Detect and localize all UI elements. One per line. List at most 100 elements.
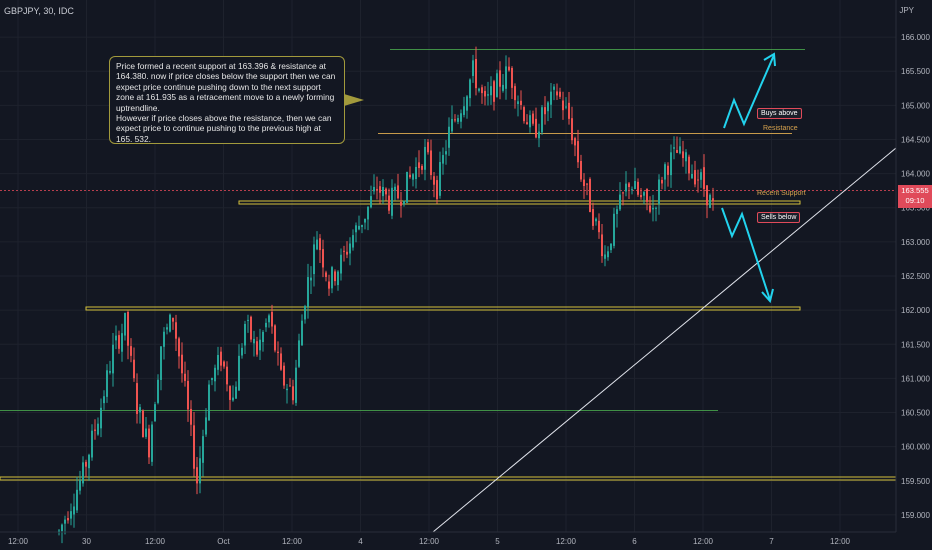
- candle-body: [505, 66, 507, 89]
- candle-body: [556, 91, 558, 96]
- candle-body: [193, 425, 195, 469]
- candle-body: [340, 254, 342, 274]
- candle-body: [544, 107, 546, 115]
- candle-body: [367, 206, 369, 220]
- candle-body: [679, 146, 681, 154]
- candle-body: [412, 174, 414, 180]
- candle-body: [220, 351, 222, 366]
- candle-body: [205, 417, 207, 435]
- candle-body: [100, 407, 102, 429]
- bullish-arrow: [723, 54, 775, 129]
- candle-body: [598, 220, 600, 233]
- candle-body: [133, 359, 135, 379]
- currency-label: JPY: [899, 6, 914, 15]
- candle-body: [640, 195, 642, 198]
- candle-body: [634, 180, 636, 189]
- candle-body: [163, 331, 165, 347]
- bearish-arrow: [721, 207, 771, 301]
- candle-body: [283, 365, 285, 386]
- candle-body: [490, 86, 492, 96]
- candle-body: [121, 333, 123, 352]
- sells-below-label[interactable]: Sells below: [757, 212, 801, 223]
- candle-body: [559, 91, 561, 97]
- candle-body: [115, 335, 117, 341]
- candle-body: [568, 102, 570, 119]
- level-lines: [0, 49, 897, 533]
- candle-body: [652, 207, 654, 210]
- x-tick-label: 12:00: [282, 537, 303, 546]
- candle-body: [79, 480, 81, 491]
- resistance-label[interactable]: Resistance: [763, 125, 798, 132]
- candle-body: [682, 151, 684, 159]
- candle-body: [172, 317, 174, 322]
- note-line-2: However if price closes above the resist…: [116, 113, 332, 144]
- candle-body: [136, 383, 138, 414]
- candle-body: [202, 436, 204, 463]
- candle-body: [583, 179, 585, 186]
- candle-body: [319, 238, 321, 251]
- candle-body: [130, 346, 132, 356]
- candle-body: [628, 183, 630, 188]
- candle-body: [523, 107, 525, 122]
- candle-body: [301, 320, 303, 346]
- candle-body: [502, 84, 504, 91]
- y-tick-label: 163.500: [901, 204, 930, 213]
- candle-body: [241, 347, 243, 356]
- candle-body: [514, 86, 516, 101]
- y-tick-label: 163.000: [901, 238, 930, 247]
- candle-body: [262, 331, 264, 343]
- candle-body: [424, 146, 426, 170]
- analysis-note[interactable]: Price formed a recent support at 163.396…: [109, 56, 345, 144]
- candle-body: [97, 423, 99, 435]
- y-tick-label: 162.500: [901, 272, 930, 281]
- price-axis[interactable]: 159.000 159.500 160.000 160.500 161.000 161.5…: [895, 0, 932, 550]
- buys-above-label[interactable]: Buys above: [757, 108, 802, 119]
- symbol-title: GBPJPY, 30, IDC: [4, 6, 74, 16]
- candle-body: [352, 235, 354, 248]
- candle-body: [493, 81, 495, 102]
- candle-body: [403, 200, 405, 205]
- candle-body: [199, 458, 201, 484]
- candle-body: [703, 167, 705, 189]
- candle-body: [385, 188, 387, 195]
- candle-body: [430, 150, 432, 176]
- next-support-zone: [85, 306, 801, 311]
- bearish-arrow-head: [761, 288, 774, 304]
- y-tick-label: 161.000: [901, 374, 930, 383]
- candle-body: [607, 251, 609, 258]
- candle-body: [487, 94, 489, 96]
- candle-body: [397, 185, 399, 199]
- candle-body: [370, 196, 372, 208]
- candle-body: [382, 187, 384, 197]
- candle-body: [64, 519, 66, 524]
- candle-body: [565, 106, 567, 108]
- candle-body: [310, 277, 312, 281]
- candle-body: [151, 424, 153, 462]
- candle-body: [712, 198, 714, 202]
- recent-support-label[interactable]: Recent Support: [757, 190, 806, 197]
- candle-body: [286, 388, 288, 391]
- candle-body: [619, 194, 621, 210]
- candle-body: [688, 156, 690, 174]
- candle-body: [517, 101, 519, 105]
- candle-body: [484, 90, 486, 97]
- candle-body: [217, 355, 219, 370]
- x-tick-label: 12:00: [8, 537, 29, 546]
- candle-body: [118, 335, 120, 349]
- last-price-value: 163.555: [901, 186, 929, 195]
- y-tick-label: 166.000: [901, 33, 930, 42]
- candle-body: [511, 67, 513, 88]
- candle-body: [58, 530, 60, 533]
- candle-body: [343, 250, 345, 252]
- candle-body: [547, 102, 549, 112]
- time-axis[interactable]: 12:00 30 12:00 Oct 12:00 4 12:00 5 12:00 6 12:00 7 1…: [0, 531, 896, 546]
- candle-body: [616, 209, 618, 215]
- candle-body: [625, 183, 627, 192]
- candle-body: [421, 165, 423, 170]
- candle-body: [700, 172, 702, 180]
- candle-body: [592, 209, 594, 226]
- candle-body: [442, 155, 444, 164]
- candle-body: [229, 386, 231, 400]
- candle-body: [271, 312, 273, 327]
- candle-body: [211, 378, 213, 380]
